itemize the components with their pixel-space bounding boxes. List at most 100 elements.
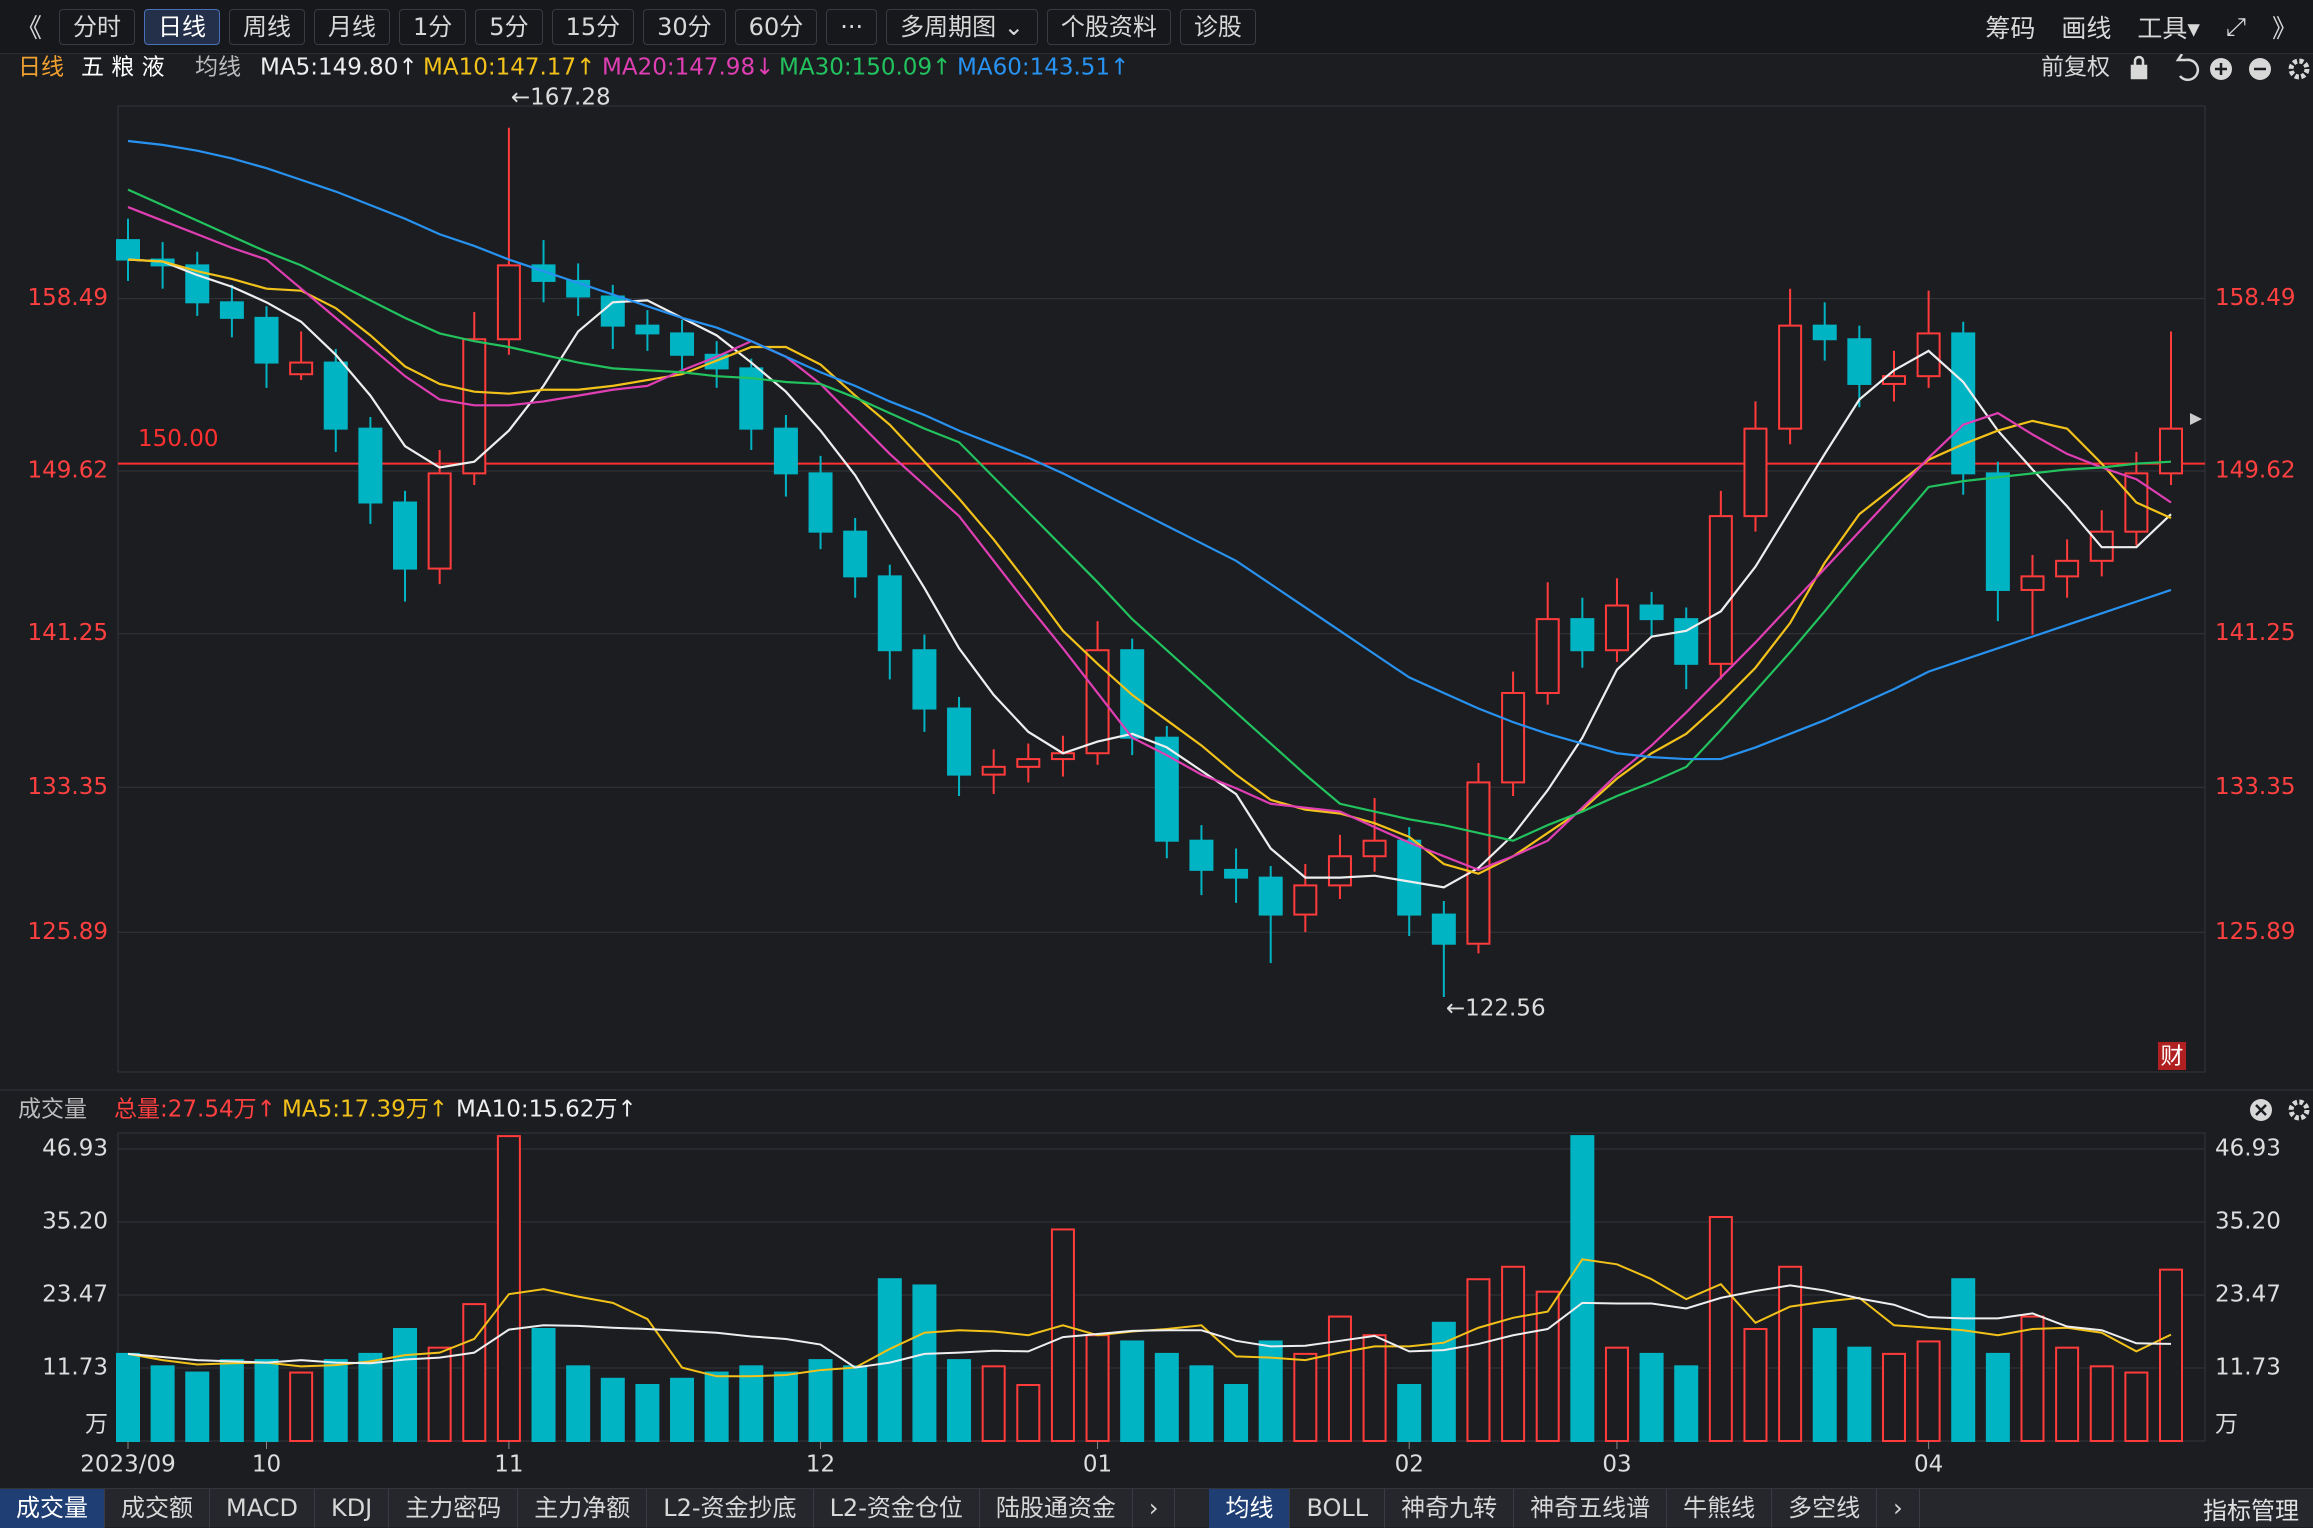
tool-button[interactable]: 工具▾	[2137, 13, 2200, 43]
period-button[interactable]: 个股资料	[1046, 8, 1171, 45]
indicator-tab[interactable]: 多空线	[1772, 1488, 1878, 1528]
volume-bar	[1431, 1321, 1456, 1443]
period-button[interactable]: 多周期图 ⌄	[886, 8, 1038, 45]
y-tick-label: 125.89	[2215, 919, 2295, 945]
settings-icon[interactable]	[2288, 1099, 2310, 1121]
volume-bar	[2055, 1346, 2080, 1442]
indicator-tab[interactable]: 成交量	[0, 1488, 105, 1528]
header-item: 五 粮 液	[81, 55, 165, 81]
indicator-tab[interactable]: 牛熊线	[1667, 1488, 1773, 1528]
volume-bar	[393, 1328, 418, 1442]
candle-body	[1570, 618, 1595, 652]
candle-body	[185, 264, 210, 304]
ma-line	[127, 206, 2172, 872]
badge-box[interactable]	[2158, 1042, 2186, 1070]
tool-button[interactable]: 筹码	[1985, 13, 2036, 43]
candle-body	[1743, 427, 1768, 518]
indicator-tab[interactable]: 陆股通资金	[980, 1488, 1133, 1528]
candle-body	[1639, 604, 1664, 621]
indicator-tab[interactable]: ›	[1133, 1488, 1176, 1528]
period-button[interactable]: 1分	[399, 8, 467, 45]
badge[interactable]: 财	[2161, 1044, 2184, 1070]
y-tick-label: 11.73	[42, 1355, 108, 1381]
volume-bar	[1847, 1346, 1872, 1442]
volume-bar	[185, 1371, 210, 1442]
x-tick-label: 12	[806, 1452, 835, 1478]
tool-button[interactable]: 》	[2271, 13, 2297, 43]
candle-body	[739, 367, 764, 430]
indicator-tab[interactable]: KDJ	[315, 1488, 390, 1528]
period-button[interactable]: 月线	[314, 8, 391, 45]
volume-header-item: MA5:17.39万↑	[282, 1097, 448, 1123]
volume-header-item: 成交量	[18, 1097, 87, 1123]
indicator-tab[interactable]: 主力净额	[518, 1488, 648, 1528]
indicator-tab[interactable]: BOLL	[1290, 1488, 1386, 1528]
tab-group: 成交量 成交额 MACD KDJ 主力密码 主力净额 L2-资金抄底 L2-资金仓位 陆股通资金…	[0, 1488, 1176, 1528]
indicator-tab[interactable]: 成交额	[105, 1488, 210, 1528]
volume-header-item: 总量:27.54万↑	[114, 1097, 276, 1123]
volume-bar	[1050, 1228, 1075, 1443]
unit-label: 万	[2215, 1412, 2238, 1438]
indicator-tab[interactable]: 神奇九转	[1385, 1488, 1515, 1528]
period-button[interactable]: 60分	[734, 8, 818, 45]
toolbar: 《分时 日线 周线 月线 1分 5分 15分 30分 60分 ··· 多周期图 ⌄ 个股资料 诊股 筹码画…	[0, 0, 2313, 54]
y-tick-label: 158.49	[2215, 285, 2295, 311]
header-item: MA20:147.98↓	[602, 55, 774, 81]
ma-line	[127, 258, 2172, 875]
indicator-tab[interactable]: 主力密码	[389, 1488, 519, 1528]
volume-bar	[1778, 1265, 1803, 1443]
candle-body	[981, 765, 1006, 776]
tool-button[interactable]: ⤢	[2225, 11, 2246, 41]
volume-bar	[704, 1371, 729, 1442]
period-button[interactable]: 30分	[643, 8, 726, 45]
indicator-tab[interactable]: 神奇五线谱	[1514, 1488, 1668, 1528]
x-tick-label: 2023/09	[80, 1452, 176, 1478]
settings-icon[interactable]	[2288, 58, 2310, 80]
volume-bar	[1639, 1352, 1664, 1443]
indicator-tabs: 成交量 成交额 MACD KDJ 主力密码 主力净额 L2-资金抄底 L2-资金仓位 陆股通资金…	[0, 1488, 2313, 1528]
period-button[interactable]: 15分	[551, 8, 635, 45]
candle-body	[1016, 758, 1041, 768]
volume-bar	[1466, 1278, 1491, 1442]
volume-bar	[254, 1359, 279, 1442]
candle-body	[1778, 324, 1803, 430]
indicator-tab[interactable]: L2-资金抄底	[647, 1488, 814, 1528]
candle-body	[1535, 618, 1560, 694]
candle-body	[358, 427, 383, 504]
undo-icon[interactable]	[2175, 53, 2200, 82]
volume-bar	[773, 1371, 798, 1442]
back-button[interactable]: 《	[16, 14, 43, 44]
candle-body	[1154, 736, 1179, 842]
adjust-label[interactable]: 前复权	[2041, 55, 2110, 81]
period-button[interactable]: 诊股	[1179, 8, 1256, 45]
volume-bar	[739, 1365, 764, 1443]
period-button[interactable]: 周线	[229, 8, 306, 45]
y-tick-label: 141.25	[28, 620, 108, 646]
indicator-tab[interactable]: MACD	[210, 1488, 315, 1528]
candle-body	[635, 324, 660, 335]
candle-body	[1674, 618, 1699, 665]
volume-bar	[981, 1365, 1006, 1443]
y-tick-label: 23.47	[42, 1281, 108, 1307]
period-button[interactable]: 5分	[475, 8, 543, 45]
indicator-tab[interactable]: ›	[1877, 1488, 1920, 1528]
volume-bar	[1501, 1265, 1526, 1443]
candle-body	[1224, 868, 1249, 879]
period-button[interactable]: 日线	[144, 8, 221, 45]
price-pointer	[2190, 413, 2202, 425]
candle-body	[254, 316, 279, 364]
indicator-tab[interactable]: L2-资金仓位	[814, 1488, 980, 1528]
candle-body	[947, 707, 972, 776]
volume-bar	[462, 1303, 487, 1442]
volume-bar	[1708, 1216, 1733, 1442]
y-tick-label: 23.47	[2215, 1281, 2281, 1307]
period-button[interactable]: 分时	[59, 8, 136, 45]
candle-body	[1258, 876, 1283, 916]
period-button[interactable]: ···	[826, 8, 878, 45]
y-tick-label: 149.62	[2215, 458, 2295, 484]
lock-icon[interactable]	[2130, 64, 2148, 80]
tool-button[interactable]: 画线	[2061, 13, 2112, 43]
manage-button[interactable]: 指标管理	[2203, 1496, 2299, 1525]
indicator-tab[interactable]: 均线	[1209, 1488, 1291, 1528]
